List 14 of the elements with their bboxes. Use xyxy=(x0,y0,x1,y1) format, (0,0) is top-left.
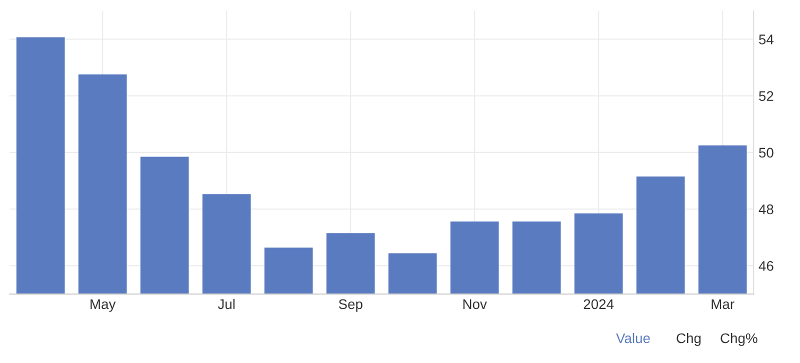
x-tick-label: 2024 xyxy=(584,299,614,310)
x-tick-label: Mar xyxy=(712,299,734,310)
x-tick-label: Jul xyxy=(218,298,235,310)
y-tick-label: 46 xyxy=(758,261,774,271)
x-tick-label: May xyxy=(90,299,116,312)
y-tick-label: 52 xyxy=(759,91,774,101)
y-tick-label: 50 xyxy=(759,148,774,158)
x-tick-label: Nov xyxy=(463,299,487,310)
text: Value xyxy=(616,332,650,344)
y-tick-label: 48 xyxy=(758,204,774,214)
y-tick-label: 54 xyxy=(759,34,774,44)
text: Chg xyxy=(676,332,701,346)
x-tick-label: Sep xyxy=(338,299,362,312)
text: Chg% xyxy=(720,332,758,346)
